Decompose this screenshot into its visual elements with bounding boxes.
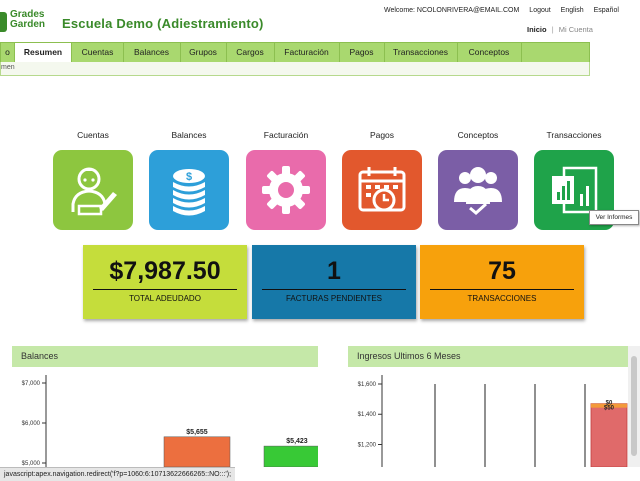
shortcut-tile-conceptos[interactable] <box>438 150 518 230</box>
tab-cuentas[interactable]: Cuentas <box>72 43 124 62</box>
kpi-label: TOTAL ADEUDADO <box>129 294 201 303</box>
shortcut-balances: Balances $ <box>148 128 230 230</box>
inicio-link[interactable]: Inicio <box>527 25 547 34</box>
kpi-transacciones[interactable]: 75 TRANSACCIONES <box>420 245 584 319</box>
app-title: Escuela Demo (Adiestramiento) <box>62 16 264 31</box>
bar-data-label: $5,655 <box>186 429 208 436</box>
balances-panel-title: Balances <box>12 346 318 367</box>
status-bar-url: javascript:apex.navigation.redirect('f?p… <box>0 467 236 481</box>
kpi-total-adeudado[interactable]: $7,987.50 TOTAL ADEUDADO <box>83 245 247 319</box>
ingresos-chart: $1,600 $1,400 $1,200 $0$50 <box>358 375 628 468</box>
y-tick-label: $1,600 <box>358 382 377 388</box>
balances-chart: $7,000 $6,000 $5,000 $5,655 $5,423 <box>22 375 331 468</box>
report-chart-icon <box>552 166 598 214</box>
nav-tabs: o Resumen Cuentas Balances Grupos Cargos… <box>0 42 590 63</box>
vertical-scrollbar[interactable] <box>628 346 640 467</box>
logout-link[interactable]: Logout <box>529 7 551 14</box>
bar-cap <box>591 403 627 408</box>
tab-resumen[interactable]: Resumen <box>14 42 72 63</box>
kpi-value: 1 <box>327 257 341 285</box>
coins-stack-icon: $ <box>173 169 205 216</box>
kpi-facturas-pendientes[interactable]: 1 FACTURAS PENDIENTES <box>252 245 416 319</box>
logo-mark-icon <box>0 12 7 32</box>
mi-cuenta-link[interactable]: Mi Cuenta <box>558 25 593 34</box>
breadcrumb: men <box>0 62 590 76</box>
scrollbar-thumb[interactable] <box>631 356 637 456</box>
top-link-separator: | <box>551 25 554 34</box>
y-tick-label: $1,400 <box>358 412 377 418</box>
bar-data-label: $5,423 <box>286 438 308 445</box>
welcome-bar: Welcome: NCOLONRIVERA@EMAIL.COM Logout E… <box>384 7 619 14</box>
bar <box>163 436 231 468</box>
shortcut-label-pagos: Pagos <box>369 130 395 140</box>
shortcut-label-transacciones: Transacciones <box>546 130 602 140</box>
shortcut-label-cuentas: Cuentas <box>77 130 109 140</box>
grades-garden-logo[interactable]: Grades Garden <box>0 10 52 34</box>
shortcut-tile-cuentas[interactable] <box>53 150 133 230</box>
gear-icon <box>262 166 310 214</box>
kpi-value: 75 <box>488 257 516 285</box>
y-tick-label: $1,200 <box>358 442 377 448</box>
tab-transacciones[interactable]: Transacciones <box>384 43 458 62</box>
tab-facturacion[interactable]: Facturación <box>274 43 340 62</box>
shortcut-label-balances: Balances <box>171 130 207 140</box>
kpi-divider <box>430 289 574 290</box>
kpi-divider <box>93 289 237 290</box>
tooltip-ver-informes: Ver Informes <box>589 210 639 225</box>
ingresos-panel-title: Ingresos Ultimos 6 Meses <box>348 346 628 367</box>
english-link[interactable]: English <box>560 7 584 14</box>
tab-grupos[interactable]: Grupos <box>180 43 227 62</box>
y-tick-label: $5,000 <box>22 461 41 467</box>
bar <box>263 445 331 468</box>
top-header: Grades Garden Escuela Demo (Adiestramien… <box>0 0 640 44</box>
shortcut-tile-pagos[interactable] <box>342 150 422 230</box>
shortcut-conceptos: Conceptos <box>437 128 519 230</box>
y-tick-label: $6,000 <box>22 421 41 427</box>
user-group-check-icon <box>454 167 502 215</box>
main-navigation: o Resumen Cuentas Balances Grupos Cargos… <box>0 42 590 77</box>
bar <box>590 403 628 468</box>
bar-data-label: $50 <box>604 406 615 412</box>
tab-truncated[interactable]: o <box>1 43 15 62</box>
calendar-clock-icon <box>358 167 406 212</box>
balances-panel: Balances $7,000 $6,000 $5,000 $5,655 $5,423 <box>12 346 331 468</box>
tab-conceptos[interactable]: Conceptos <box>457 43 522 62</box>
shortcut-tile-balances[interactable]: $ <box>149 150 229 230</box>
bar-data-label: $0 <box>606 401 613 407</box>
espanol-link[interactable]: Español <box>593 7 619 14</box>
logo-line-2: Garden <box>10 19 46 30</box>
student-writing-icon <box>71 167 117 216</box>
tab-pagos[interactable]: Pagos <box>339 43 385 62</box>
breadcrumb-text: men <box>1 64 15 71</box>
shortcut-pagos: Pagos <box>341 128 423 230</box>
kpi-divider <box>262 289 406 290</box>
shortcut-tile-facturacion[interactable] <box>246 150 326 230</box>
y-tick-label: $7,000 <box>22 381 41 387</box>
logo-line-1: Grades <box>10 9 45 20</box>
top-links: Inicio | Mi Cuenta <box>527 25 593 34</box>
tab-cargos[interactable]: Cargos <box>226 43 275 62</box>
kpi-value: $7,987.50 <box>109 257 221 285</box>
ingresos-panel: Ingresos Ultimos 6 Meses $1,600 $1,400 $1,… <box>348 346 628 468</box>
tab-balances[interactable]: Balances <box>123 43 181 62</box>
shortcut-cuentas: Cuentas <box>52 128 134 230</box>
welcome-text: Welcome: NCOLONRIVERA@EMAIL.COM <box>384 7 520 14</box>
shortcut-label-facturacion: Facturación <box>263 130 309 140</box>
shortcut-facturacion: Facturación <box>245 128 327 230</box>
shortcut-label-conceptos: Conceptos <box>457 130 499 140</box>
svg-text:$: $ <box>186 171 192 183</box>
kpi-label: TRANSACCIONES <box>467 294 537 303</box>
kpi-label: FACTURAS PENDIENTES <box>285 294 382 303</box>
